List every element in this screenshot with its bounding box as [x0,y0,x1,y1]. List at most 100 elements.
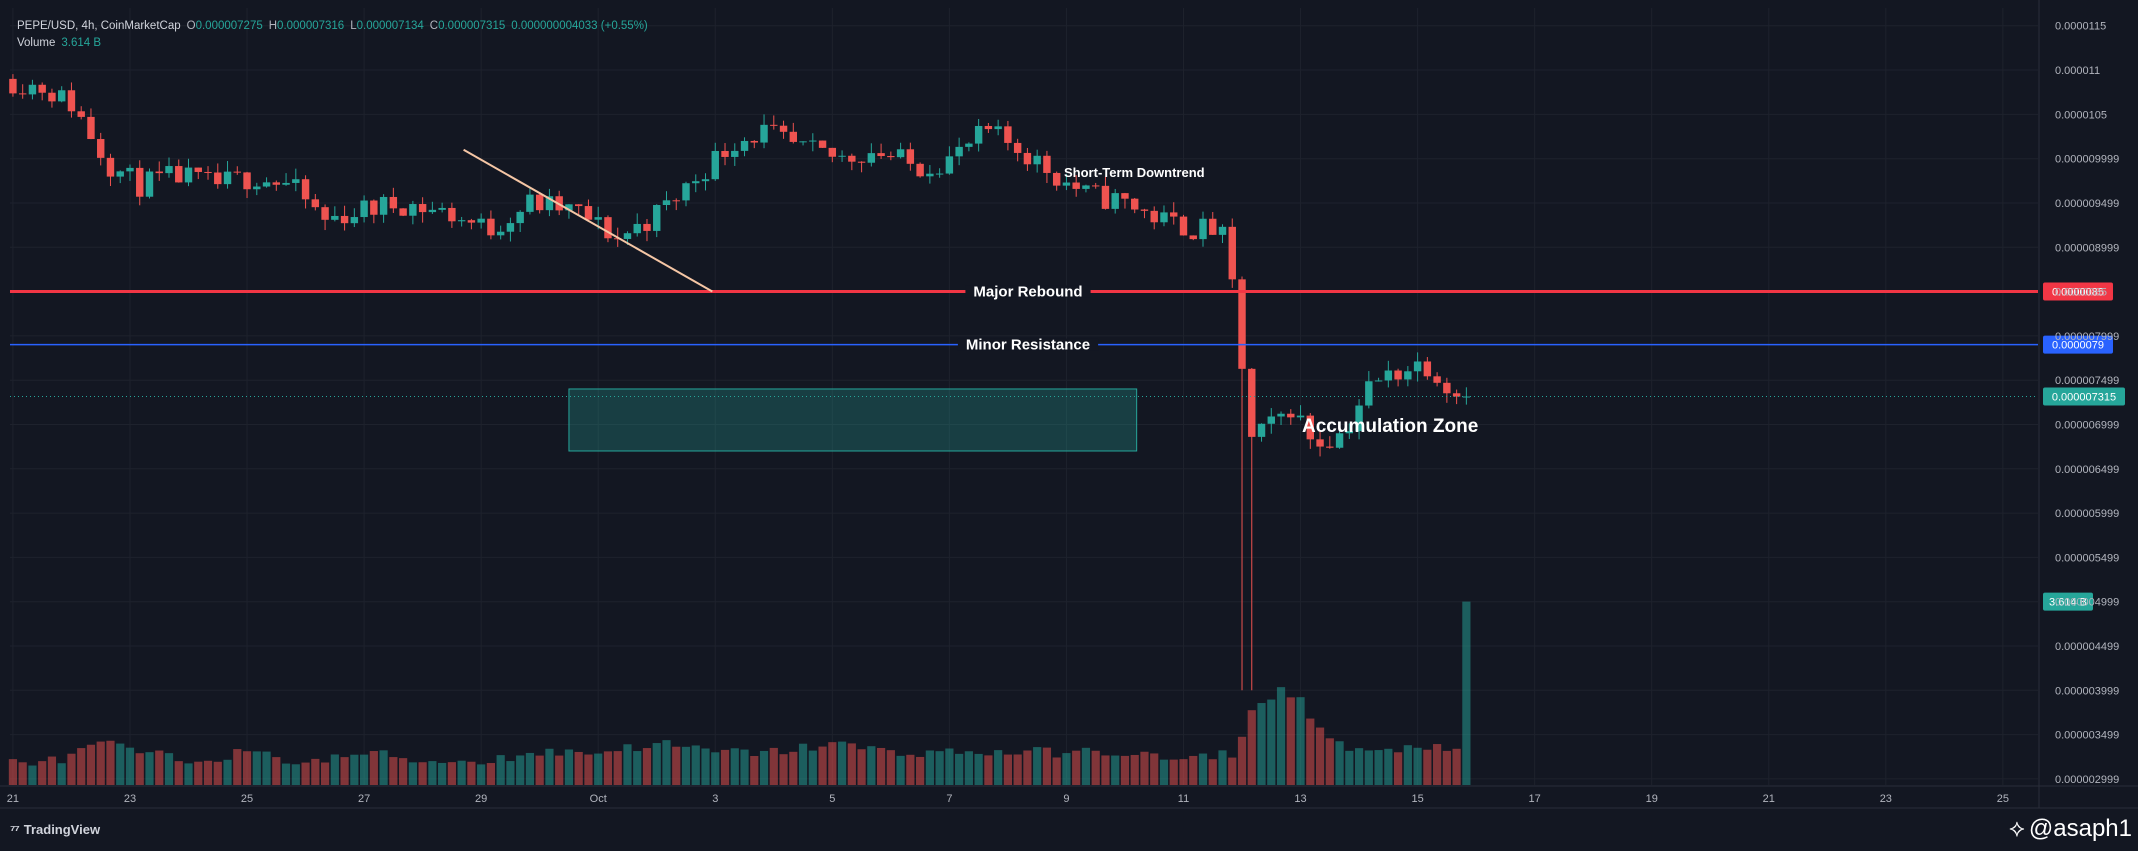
watermark-text: @asaph1 [2028,815,2132,842]
candle-body [653,204,661,231]
price-tick-label: 0.0000115 [2055,21,2106,33]
candle-body [701,179,710,182]
volume-bar [1159,759,1169,785]
candle-body [1413,361,1422,372]
time-tick-label: Oct [590,793,607,805]
tradingview-brand[interactable]: ⁷⁷ TradingView [10,822,100,837]
price-tick-label: 0.000003999 [2055,685,2119,697]
candle-body [184,167,193,183]
volume-bar [984,755,993,785]
legend-open: 0.000007275 [195,20,263,32]
volume-bar [174,761,183,785]
volume-bar [1306,718,1315,785]
candle-body [155,171,163,174]
time-tick-label: 19 [1646,793,1658,805]
price-tick-label: 0.000002999 [2055,774,2119,786]
candle-body [418,204,427,213]
candle-body [818,140,827,148]
candle-body [223,171,232,185]
volume-bar [759,750,769,785]
candle-body [770,124,778,126]
candle-body [438,207,446,210]
volume-bar [1140,751,1149,785]
volume-bar [906,754,915,785]
candle-body [1091,185,1100,187]
legend-low: 0.000007134 [356,20,424,32]
volume-bar [789,751,798,785]
volume-bar [1393,752,1403,785]
volume-bar [184,763,193,785]
volume-bar [506,761,515,785]
volume-bar [1111,755,1120,785]
candle-body [48,92,56,102]
legend-close: 0.000007315 [438,20,506,32]
volume-bar [1091,750,1100,785]
time-tick-label: 3 [712,793,718,805]
candle-body [1423,361,1432,377]
volume-bar [242,751,252,785]
volume-bar [867,746,876,785]
volume-bar [672,746,681,785]
candle-body [136,167,144,197]
volume-bar [77,748,86,785]
candle-body [253,186,261,190]
candle-body [165,166,173,174]
volume-bar [125,747,135,785]
volume-bar [223,759,232,785]
volume-bar [857,749,866,785]
candle-body [916,163,924,177]
volume-bar [1276,687,1286,785]
candle-body [214,172,222,185]
minor-price-tag-text: 0.0000079 [2052,340,2104,352]
volume-bar [1384,748,1393,785]
candle-body [389,196,398,209]
candle-body [1072,182,1080,189]
volume-bar [467,761,476,785]
volume-bar [350,754,359,785]
candle-body [643,223,651,231]
volume-bar [652,743,661,785]
volume-bar [808,750,817,785]
time-tick-label: 21 [1763,793,1775,805]
volume-bar [272,757,281,785]
candle-body [1404,371,1412,380]
volume-bar [233,749,242,785]
volume-bar [8,759,18,785]
candle-body [292,179,300,183]
candle-body [1189,235,1197,240]
candle-body [106,157,115,177]
candle-body [574,204,583,207]
volume-bar [1296,697,1305,785]
candle-body [116,171,124,177]
volume-bar [711,752,720,785]
legend-low-key: L [350,20,357,32]
time-tick-label: 23 [124,793,136,805]
candle-body [594,217,602,220]
price-tick-label: 0.000009999 [2055,154,2119,166]
candle-body [1296,415,1305,418]
candle-body [340,215,349,224]
price-tick-label: 0.000007499 [2055,375,2119,387]
candle-body [789,131,798,142]
time-tick-label: 21 [7,793,19,805]
candle-body [867,153,876,163]
volume-bar [203,760,213,785]
time-tick-label: 25 [1997,793,2009,805]
volume-bar [516,755,525,785]
volume-bar [1218,750,1227,785]
candle-body [1052,172,1061,186]
candle-body [926,173,934,177]
volume-bar [603,751,613,785]
candle-body [1277,413,1285,417]
volume-bar [28,765,37,785]
candle-body [1374,380,1383,382]
price-tick-label: 0.000004499 [2055,641,2119,653]
candle-body [1384,370,1393,381]
candle-body [623,233,632,239]
volume-bar [1315,727,1325,785]
volume-bar [798,743,808,785]
candle-body [409,204,417,216]
author-watermark: ⟡ @asaph1 [2009,815,2132,843]
candle-body [126,167,134,172]
